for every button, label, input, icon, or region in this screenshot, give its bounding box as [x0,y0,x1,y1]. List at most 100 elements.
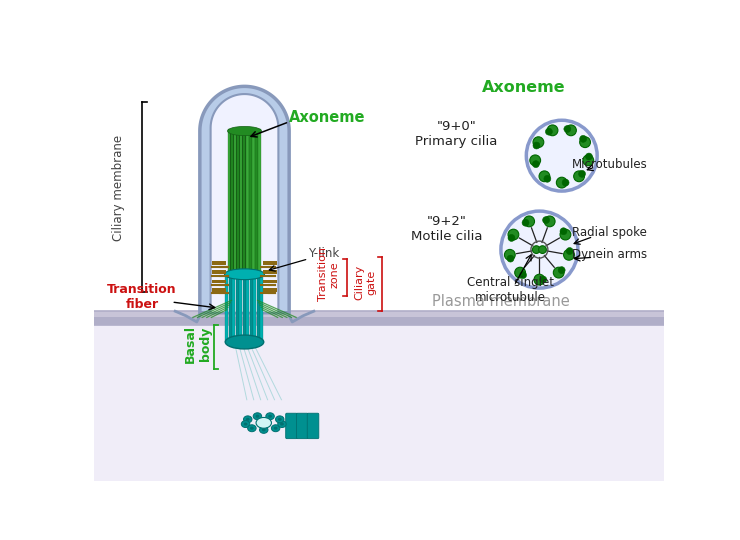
Ellipse shape [275,416,284,423]
Circle shape [524,216,534,227]
Bar [239,273,243,342]
Circle shape [554,267,564,278]
Bar [228,130,261,273]
Bar [260,273,263,342]
Bar [95,311,665,318]
Circle shape [556,177,567,188]
Bar [246,130,249,273]
Polygon shape [200,86,289,313]
Bar [263,271,277,274]
Circle shape [533,137,544,147]
Ellipse shape [268,415,272,418]
Ellipse shape [278,421,286,428]
Bar [253,273,256,342]
Ellipse shape [255,415,259,418]
Bar [258,130,260,273]
Circle shape [562,179,569,186]
Ellipse shape [266,413,275,420]
Circle shape [522,219,529,226]
Circle shape [560,228,567,235]
Ellipse shape [272,425,280,431]
Bar [246,273,249,342]
Circle shape [545,216,555,227]
Text: Microtubules: Microtubules [571,158,648,171]
Bar [212,261,226,265]
Ellipse shape [260,427,268,433]
Bar [236,273,239,342]
Text: Y-link: Y-link [309,247,340,260]
Bar [232,273,235,342]
Ellipse shape [225,335,263,349]
Bar [212,280,226,284]
Circle shape [532,161,539,167]
Circle shape [519,272,527,279]
Bar [228,130,230,273]
Ellipse shape [280,422,284,426]
Bar [234,130,236,273]
Text: Dynein arms: Dynein arms [572,248,648,261]
Circle shape [539,276,547,283]
FancyBboxPatch shape [286,413,297,438]
Bar [231,130,233,273]
Circle shape [544,176,551,182]
Bar [263,280,277,284]
Text: Ciliary membrane: Ciliary membrane [112,135,126,241]
Circle shape [542,217,550,224]
Circle shape [533,142,540,149]
Text: Transition
fiber: Transition fiber [107,284,177,312]
FancyBboxPatch shape [297,413,308,438]
Circle shape [579,170,585,177]
Circle shape [566,247,573,254]
Ellipse shape [274,427,278,430]
Ellipse shape [248,425,256,431]
Ellipse shape [256,417,272,428]
Bar [252,130,255,273]
Text: "9+0"
Primary cilia: "9+0" Primary cilia [415,120,497,148]
Circle shape [579,136,587,143]
Text: Transition
zone: Transition zone [318,247,340,301]
Circle shape [545,128,552,135]
Bar [255,130,258,273]
Ellipse shape [246,418,249,421]
Ellipse shape [262,428,266,431]
Ellipse shape [250,427,254,430]
Text: Axoneme: Axoneme [482,80,566,96]
Text: Plasma membrane: Plasma membrane [432,294,570,309]
FancyBboxPatch shape [307,413,319,438]
Bar [243,273,246,342]
Text: Central singlet
microtubule: Central singlet microtubule [467,275,554,303]
Circle shape [530,155,541,166]
Text: Radial spoke: Radial spoke [572,226,648,239]
Circle shape [539,171,550,181]
Circle shape [526,120,597,191]
Bar [240,130,242,273]
Circle shape [508,234,515,241]
Bar [225,273,229,342]
Circle shape [558,267,565,274]
Ellipse shape [243,422,247,426]
Ellipse shape [243,416,252,423]
Circle shape [505,249,515,260]
Bar [237,130,239,273]
Text: "9+2"
Motile cilia: "9+2" Motile cilia [411,215,482,243]
Circle shape [547,125,558,136]
Bar [243,130,246,273]
Bar [263,261,277,265]
Bar [263,288,277,292]
Text: Ciliary
gate: Ciliary gate [354,264,376,300]
Circle shape [507,255,514,262]
Text: Basal
body: Basal body [184,325,212,362]
Bar [95,65,665,311]
Ellipse shape [253,413,262,420]
Circle shape [583,155,593,166]
Circle shape [560,229,571,240]
Circle shape [564,249,574,260]
Circle shape [508,229,519,240]
Ellipse shape [224,269,264,280]
Bar [212,271,226,274]
Text: Axoneme: Axoneme [289,110,366,125]
Circle shape [585,153,593,160]
Ellipse shape [278,418,282,421]
Circle shape [501,211,578,288]
Ellipse shape [228,126,261,136]
